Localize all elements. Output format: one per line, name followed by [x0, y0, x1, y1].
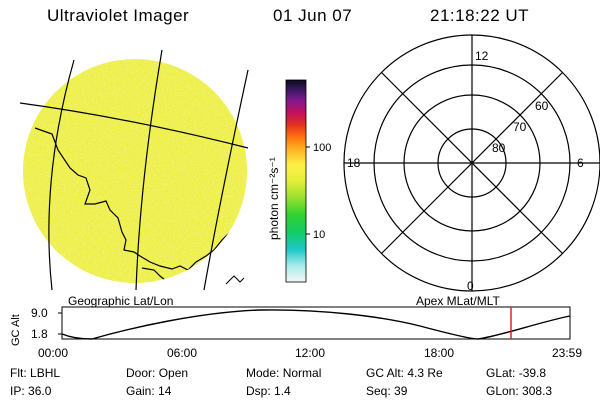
time-tick-0000: 00:00 — [38, 346, 69, 360]
mlt-label-0: 0 — [467, 279, 474, 293]
colorbar-unit-label: photon cm⁻²s⁻¹ — [267, 157, 281, 240]
lat-label-60: 60 — [535, 99, 549, 113]
time-label: 21:18:22 UT — [430, 6, 530, 25]
status-mode: Mode: Normal — [246, 366, 322, 380]
status-seq-value: 39 — [394, 384, 408, 398]
colorbar-tick-100: 100 — [313, 142, 331, 154]
colorbar-tick-10: 10 — [313, 229, 325, 241]
colorbar: 100 10 photon cm⁻²s⁻¹ — [267, 79, 331, 283]
status-filter-value: LBHL — [30, 366, 61, 380]
status-gc-alt-value: 4.3 Re — [407, 366, 443, 380]
time-tick-1800: 18:00 — [424, 346, 455, 360]
status-gain: Gain: 14 — [126, 384, 172, 398]
status-glat: GLat: -39.8 — [486, 366, 547, 380]
mlt-label-12: 12 — [475, 49, 489, 63]
altitude-ytick-1-8: 1.8 — [31, 327, 48, 341]
instrument-title: Ultraviolet Imager — [47, 6, 190, 25]
status-dsp: Dsp: 1.4 — [246, 384, 291, 398]
status-seq: Seq: 39 — [366, 384, 408, 398]
status-filter: Flt: LBHL — [10, 366, 61, 380]
date-label: 01 Jun 07 — [273, 6, 353, 25]
lat-label-70: 70 — [513, 120, 527, 134]
status-ip: IP: 36.0 — [10, 384, 52, 398]
status-gain-value: 14 — [158, 384, 172, 398]
status-door: Door: Open — [126, 366, 189, 380]
earth-disk — [23, 59, 247, 283]
polar-panel-label: Apex MLat/MLT — [416, 294, 500, 308]
lat-lon-grid — [19, 102, 249, 149]
time-tick-0600: 06:00 — [167, 346, 198, 360]
mlt-label-18: 18 — [347, 156, 361, 170]
coastline — [34, 127, 241, 271]
status-dsp-value: 1.4 — [274, 384, 291, 398]
image-panel-label: Geographic Lat/Lon — [68, 294, 174, 308]
status-ip-value: 36.0 — [28, 384, 52, 398]
status-glon: GLon: 308.3 — [486, 384, 553, 398]
altitude-ytick-9: 9.0 — [31, 306, 48, 320]
lat-label-80: 80 — [492, 141, 506, 155]
polar-plot — [343, 34, 600, 292]
mlt-label-6: 6 — [577, 156, 584, 170]
earth-image — [19, 49, 249, 291]
time-tick-2359: 23:59 — [552, 346, 583, 360]
status-glat-value: -39.8 — [518, 366, 547, 380]
status-door-value: Open — [158, 366, 189, 380]
altitude-plot: GC Alt 9.0 1.8 — [10, 306, 571, 346]
altitude-ylabel: GC Alt — [10, 314, 22, 346]
time-tick-1200: 12:00 — [295, 346, 326, 360]
altitude-curve — [61, 309, 571, 340]
status-glon-value: 308.3 — [522, 384, 553, 398]
status-mode-value: Normal — [282, 366, 322, 380]
status-gc-alt: GC Alt: 4.3 Re — [366, 366, 443, 380]
